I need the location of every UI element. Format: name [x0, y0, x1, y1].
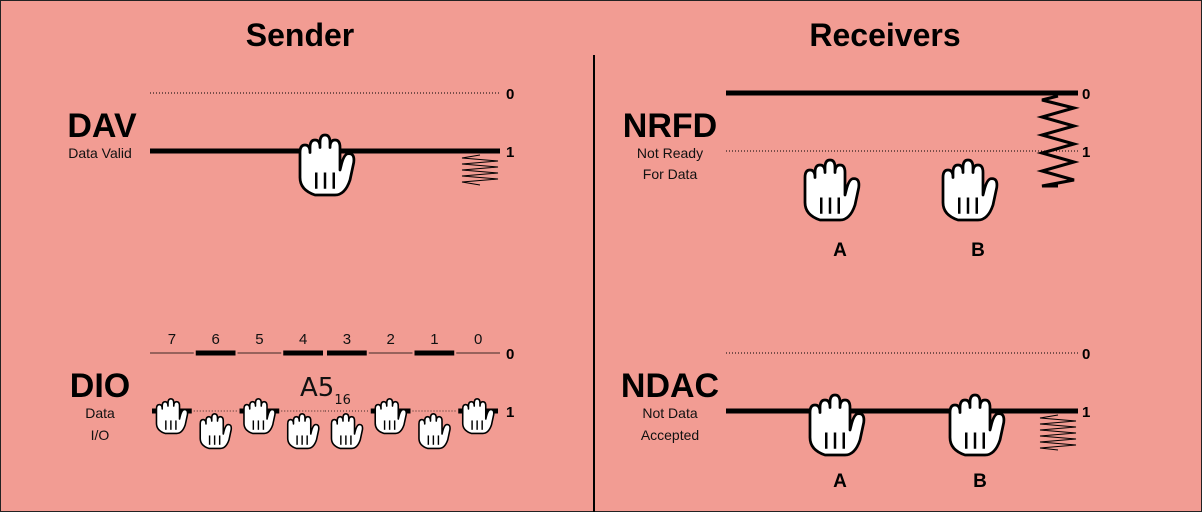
ndac-hand-b [948, 393, 1006, 457]
nrfd-level-1-label: 1 [1082, 144, 1090, 161]
dio-bit-hand [155, 398, 189, 435]
sender-title: Sender [246, 17, 354, 53]
dio-value-digits: A5 [300, 373, 334, 403]
dio-bit-label: 4 [299, 331, 307, 348]
dio-bit-hand [286, 413, 320, 450]
nrfd-level-0-label: 0 [1082, 86, 1090, 103]
dav-level-0-label: 0 [506, 86, 514, 103]
nrfd-signal: 0 1 NRFD Not Ready For Data A B [623, 86, 1091, 261]
ndac-receiver-b-label: B [973, 471, 987, 492]
nrfd-hand-a [803, 158, 861, 222]
dio-signal: 7 6 5 4 3 2 1 0 0 1 DIO Data I/O A516 [70, 331, 514, 450]
ndac-level-1-label: 1 [1082, 404, 1090, 421]
dav-level-1-label: 1 [506, 144, 514, 161]
ndac-spring [1039, 414, 1077, 451]
nrfd-description-line1: Not Ready [637, 145, 703, 161]
dav-signal: 0 1 DAV Data Valid [67, 86, 514, 197]
dio-bit-label: 3 [343, 331, 351, 348]
ndac-signal: 0 1 NDAC Not Data Accepted A B [621, 346, 1090, 492]
dio-bit-hand [374, 398, 408, 435]
nrfd-spring [1036, 94, 1080, 188]
dav-label: DAV [67, 107, 137, 145]
nrfd-receiver-b-label: B [971, 240, 985, 261]
nrfd-receiver-a-label: A [833, 240, 847, 261]
nrfd-hand-b [941, 158, 999, 222]
dav-spring [461, 154, 499, 186]
dio-level-1-label: 1 [506, 404, 514, 421]
dav-hand [298, 133, 356, 197]
dio-bit-label: 0 [474, 331, 482, 348]
dio-label: DIO [70, 367, 130, 405]
dio-bit-label: 5 [255, 331, 263, 348]
dio-bit-label: 1 [430, 331, 438, 348]
dio-bit-label: 2 [386, 331, 394, 348]
dio-bit-hand [418, 413, 451, 450]
ndac-hand-a [808, 393, 866, 457]
dio-bit-label: 7 [168, 331, 176, 348]
dio-bit-hand [199, 413, 233, 450]
dav-description: Data Valid [68, 145, 132, 161]
dio-bit-hand [243, 398, 276, 435]
ndac-description-line1: Not Data [642, 405, 697, 421]
dio-description-line2: I/O [91, 427, 110, 443]
dio-bit-label: 6 [211, 331, 219, 348]
ndac-receiver-a-label: A [833, 471, 847, 492]
ndac-level-0-label: 0 [1082, 346, 1090, 363]
dio-value-base: 16 [334, 393, 351, 408]
dio-description-line1: Data [85, 405, 115, 421]
nrfd-label: NRFD [623, 107, 717, 145]
ndac-description-line2: Accepted [641, 427, 699, 443]
ndac-label: NDAC [621, 367, 719, 405]
receivers-title: Receivers [809, 17, 960, 53]
dio-value: A516 [300, 373, 351, 408]
dio-level-0-label: 0 [506, 346, 514, 363]
dio-bit-hand [461, 398, 495, 435]
dio-bits: 7 6 5 4 3 2 1 0 [150, 331, 500, 450]
nrfd-description-line2: For Data [643, 166, 698, 182]
dio-bit-hand [330, 413, 364, 450]
